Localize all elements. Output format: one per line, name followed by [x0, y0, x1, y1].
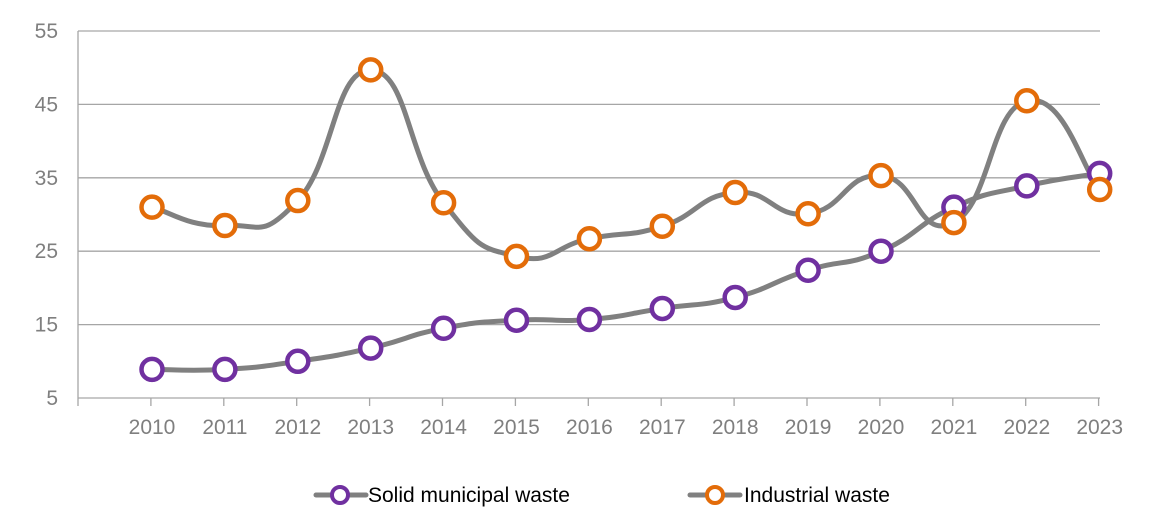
- series-line-solid-municipal-waste: [149, 170, 1103, 373]
- data-point-industrial-waste-2014: [430, 190, 457, 216]
- x-tick-label: 2023: [1076, 416, 1123, 439]
- data-point-industrial-waste-2017: [649, 213, 676, 239]
- data-point-solid-municipal-waste-2020: [868, 238, 894, 264]
- x-tick-label: 2022: [1003, 416, 1050, 439]
- y-tick-label: 25: [35, 240, 58, 263]
- axes: [77, 31, 1100, 406]
- legend-label-solid-municipal-waste: Solid municipal waste: [368, 484, 570, 507]
- x-tick-label: 2012: [274, 416, 321, 439]
- y-tick-label: 45: [35, 93, 58, 116]
- x-tick-label: 2019: [785, 416, 832, 439]
- x-tick-label: 2010: [129, 416, 176, 439]
- data-point-solid-municipal-waste-2013: [357, 335, 384, 361]
- data-point-industrial-waste-2018: [722, 179, 748, 206]
- data-point-industrial-waste-2020: [868, 162, 894, 189]
- data-point-solid-municipal-waste-2010: [139, 356, 165, 383]
- data-point-solid-municipal-waste-2017: [649, 295, 676, 322]
- data-point-industrial-waste-2023: [1086, 176, 1113, 203]
- legend-label-industrial-waste: Industrial waste: [744, 484, 890, 507]
- x-tick-label: 2011: [202, 416, 247, 439]
- legend-marker-industrial-waste: [705, 485, 725, 505]
- data-point-industrial-waste-2016: [576, 225, 603, 252]
- series: [139, 57, 1113, 383]
- data-point-industrial-waste-2013: [357, 57, 384, 83]
- data-point-solid-municipal-waste-2012: [285, 348, 311, 375]
- x-tick-labels: 2010 2011 2012 2013 2014 2015 2016 2017 2018 2019…: [129, 416, 1123, 439]
- data-point-solid-municipal-waste-2019: [795, 257, 821, 284]
- data-point-industrial-waste-2019: [795, 201, 821, 227]
- x-tick-label: 2013: [347, 416, 394, 439]
- data-point-solid-municipal-waste-2014: [430, 315, 457, 342]
- data-point-industrial-waste-2012: [285, 187, 311, 214]
- y-tick-labels: 5 15 25 35 45 55: [35, 20, 58, 410]
- y-tick-label: 5: [46, 387, 58, 410]
- x-tick-label: 2015: [493, 416, 540, 439]
- data-point-industrial-waste-2021: [941, 209, 967, 236]
- legend: Solid municipal waste Industrial waste: [313, 484, 890, 507]
- x-tick-label: 2017: [639, 416, 686, 439]
- x-tick-label: 2021: [931, 416, 978, 439]
- data-point-solid-municipal-waste-2018: [722, 284, 748, 311]
- data-point-industrial-waste-2010: [139, 194, 165, 220]
- x-tick-label: 2016: [566, 416, 613, 439]
- y-tick-label: 35: [35, 167, 58, 190]
- data-point-solid-municipal-waste-2011: [212, 356, 238, 383]
- x-tick-label: 2018: [712, 416, 759, 439]
- data-point-solid-municipal-waste-2016: [576, 306, 603, 333]
- y-tick-label: 55: [35, 20, 58, 43]
- data-point-solid-municipal-waste-2015: [503, 307, 530, 333]
- x-tick-label: 2014: [420, 416, 467, 439]
- data-point-industrial-waste-2011: [212, 212, 238, 239]
- legend-marker-solid-municipal-waste: [330, 485, 350, 505]
- data-point-solid-municipal-waste-2022: [1014, 173, 1040, 199]
- data-point-industrial-waste-2015: [503, 243, 530, 270]
- y-tick-label: 15: [35, 314, 58, 337]
- gridlines: [78, 30, 1100, 326]
- data-point-industrial-waste-2022: [1014, 87, 1040, 114]
- x-tick-label: 2020: [858, 416, 905, 439]
